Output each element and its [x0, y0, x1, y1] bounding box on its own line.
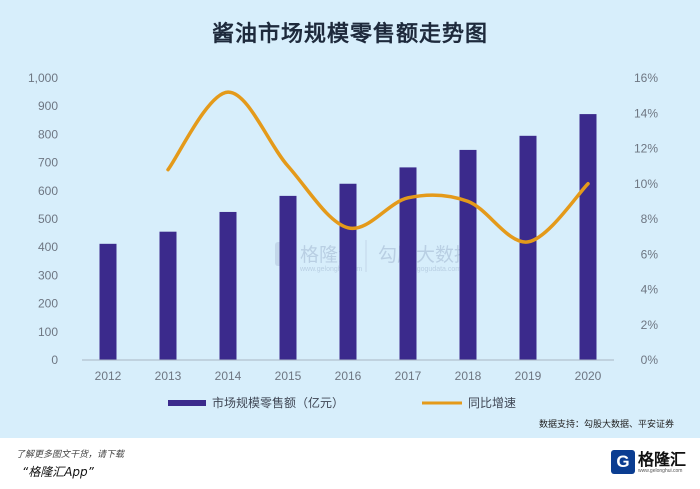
x-tick-label: 2012: [95, 369, 122, 383]
watermark-right-url: www.gogudata.com: [399, 266, 461, 273]
growth-rate-line: [166, 90, 590, 244]
source-note: 数据支持：勾股大数据、平安证券: [538, 420, 674, 430]
legend-swatch-bar: [168, 400, 206, 406]
y-right-tick-label: 6%: [641, 247, 659, 261]
chart-title: 酱油市场规模零售额走势图: [211, 21, 488, 46]
bar-2020: [579, 114, 597, 360]
footer-prompt: 了解更多图文干货，请下载: [16, 450, 125, 460]
bar-2013: [159, 231, 177, 360]
brand-logo[interactable]: G 格隆汇 www.gelonghui.com: [610, 450, 686, 474]
brand-name: 格隆汇 www.gelonghui.com: [638, 451, 686, 474]
y-right-tick-label: 14%: [634, 106, 658, 120]
x-tick-label: 2016: [335, 369, 362, 383]
x-tick-label: 2015: [275, 369, 302, 383]
bar-2019: [519, 135, 537, 360]
y-right-tick-label: 10%: [634, 177, 658, 191]
y-left-tick-label: 1,000: [28, 71, 58, 85]
x-tick-label: 2013: [155, 369, 182, 383]
x-tick-label: 2017: [395, 369, 422, 383]
y-left-tick-label: 700: [38, 156, 58, 170]
watermark-left-url: www.gelonghui.com: [299, 266, 362, 273]
watermark-right-text: 勾股大数据: [378, 244, 473, 266]
chart-canvas: 格隆汇 www.gelonghui.com 勾股大数据 www.gogudata…: [28, 71, 659, 410]
y-right-tick-label: 8%: [641, 212, 659, 226]
legend-label-bar: 市场规模零售额（亿元）: [212, 395, 344, 410]
y-left-tick-label: 800: [38, 127, 58, 141]
y-left-tick-label: 900: [38, 99, 58, 113]
y-right-tick-label: 2%: [641, 318, 659, 332]
bar-2012: [99, 243, 117, 360]
y-left-tick-label: 400: [38, 240, 58, 254]
x-tick-label: 2014: [215, 369, 242, 383]
brand-name-text: 格隆汇: [637, 449, 686, 469]
y-right-tick-label: 16%: [634, 71, 658, 85]
y-right-tick-label: 12%: [634, 142, 658, 156]
bar-2016: [339, 183, 357, 360]
footer-app-name: “格隆汇App”: [22, 465, 94, 479]
x-tick-label: 2020: [575, 369, 602, 383]
x-tick-label: 2019: [515, 369, 542, 383]
y-left-tick-label: 100: [38, 325, 58, 339]
legend: 市场规模零售额（亿元） 同比增速: [168, 395, 516, 410]
legend-label-line: 同比增速: [468, 396, 516, 410]
bar-2014: [219, 211, 237, 360]
bar-2017: [399, 167, 417, 360]
y-left-tick-label: 200: [38, 297, 58, 311]
y-left-tick-label: 500: [38, 212, 58, 226]
y-left-tick-label: 0: [51, 353, 58, 367]
brand-mark-icon: G: [610, 450, 635, 474]
y-right-tick-label: 4%: [641, 283, 659, 297]
y-left-tick-label: 300: [38, 268, 58, 282]
y-right-tick-label: 0%: [641, 353, 659, 367]
x-tick-label: 2018: [455, 369, 482, 383]
bar-2015: [279, 195, 297, 360]
watermark: 格隆汇 www.gelonghui.com 勾股大数据 www.gogudata…: [275, 240, 473, 273]
bar-2018: [459, 149, 477, 360]
y-left-tick-label: 600: [38, 184, 58, 198]
brand-url: www.gelonghui.com: [637, 467, 683, 474]
